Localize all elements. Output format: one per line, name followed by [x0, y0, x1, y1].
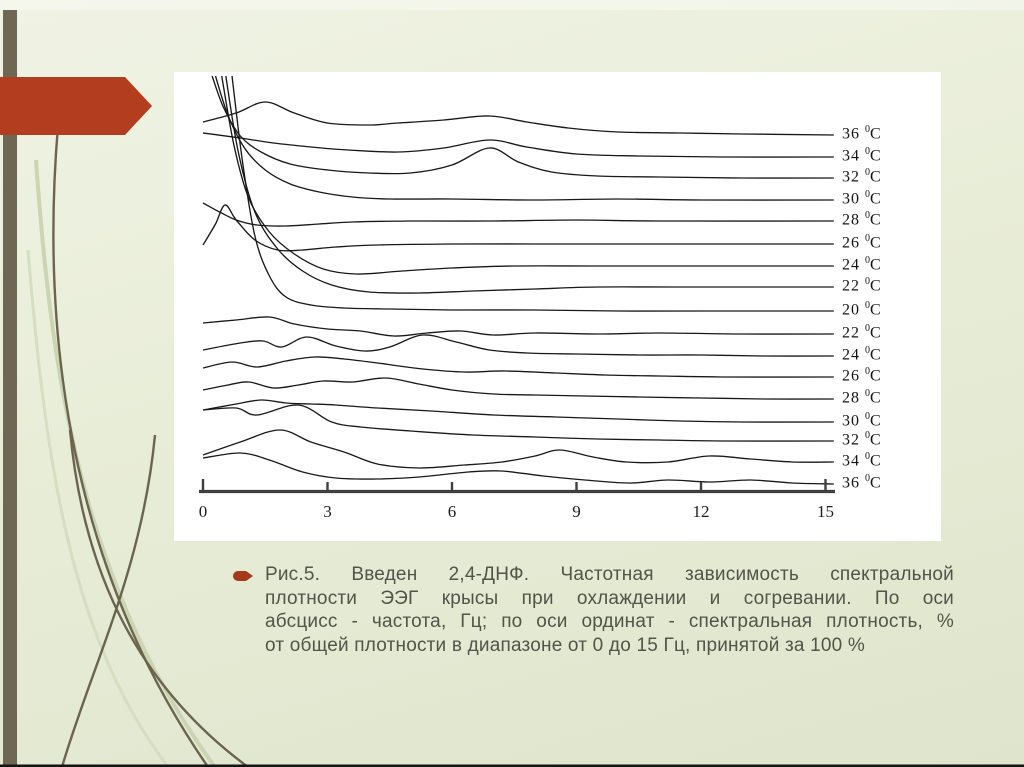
caption-line: от общей плотности в диапазоне от 0 до 1… [265, 634, 866, 656]
red-arrow-decor [0, 77, 152, 135]
trace-label-36C: 36 0C [842, 124, 882, 143]
caption-line: плотности ЭЭГ крысы при охлаждении и сог… [265, 587, 954, 609]
eeg-trace-36C [202, 452, 834, 485]
eeg-trace-28C [202, 377, 834, 400]
eeg-trace-30C [214, 75, 834, 201]
x-axis-tick-label: 9 [572, 502, 581, 521]
eeg-trace-24C [221, 75, 834, 275]
bullet-arrow-shape [233, 571, 253, 581]
left-accent-bar [3, 10, 17, 767]
bullet-icon [233, 571, 253, 581]
x-axis-tick-label: 0 [199, 502, 208, 521]
trace-label-22C: 22 0C [842, 276, 882, 295]
trace-label-28C: 28 0C [842, 210, 882, 229]
trace-label-34C: 34 0C [842, 146, 882, 165]
eeg-trace-30C [202, 399, 834, 423]
x-axis-tick-label: 12 [693, 502, 710, 521]
decor-swoosh-light-2 [26, 249, 170, 767]
trace-label-30C: 30 0C [842, 411, 882, 430]
decor-swoosh-dark-3 [60, 434, 157, 767]
trace-label-22C: 22 0C [842, 323, 882, 342]
caption-text: Рис.5. Введен 2,4-ДНФ. Частотная зависим… [265, 563, 954, 657]
eeg-trace-26C [202, 356, 834, 378]
caption-line: абсцисс - частота, Гц; по оси ординат - … [265, 611, 954, 632]
trace-label-32C: 32 0C [842, 167, 882, 186]
decor-swoosh-dark-2 [68, 429, 249, 767]
eeg-trace-32C [202, 404, 834, 442]
figure-caption: Рис.5. Введен 2,4-ДНФ. Частотная зависим… [232, 563, 954, 657]
top-sheen [0, 0, 1024, 10]
eeg-trace-26C [202, 204, 834, 252]
eeg-trace-32C [211, 75, 834, 179]
eeg-trace-24C [202, 334, 834, 357]
eeg-trace-22C [225, 75, 834, 294]
eeg-trace-28C [202, 202, 834, 227]
eeg-trace-22C [202, 316, 834, 337]
eeg-trace-34C [202, 132, 834, 158]
eeg-trace-20C [231, 75, 834, 312]
trace-label-34C: 34 0C [842, 451, 882, 470]
caption-line: Рис.5. Введен 2,4-ДНФ. Частотная зависим… [265, 564, 954, 585]
trace-label-36C: 36 0C [842, 473, 882, 492]
eeg-spectra-chart: 0 3 6 9 12 15 [199, 75, 835, 521]
trace-label-24C: 24 0C [842, 255, 882, 274]
x-axis-tick-label: 3 [323, 502, 332, 521]
trace-label-26C: 26 0C [842, 366, 882, 385]
trace-label-30C: 30 0C [842, 189, 882, 208]
slide-bottom-border [0, 764, 1024, 767]
trace-label-26C: 26 0C [842, 233, 882, 252]
x-axis-tick-label: 15 [817, 502, 834, 521]
trace-label-20C: 20 0C [842, 300, 882, 319]
eeg-trace-36C [202, 101, 834, 136]
chart-panel: 0 3 6 9 12 15 36 0C 34 0C 32 0C 30 0C 28 0C 26 0C 2… [174, 72, 941, 541]
trace-label-24C: 24 0C [842, 345, 882, 364]
x-axis-tick-label: 6 [448, 502, 457, 521]
trace-label-28C: 28 0C [842, 388, 882, 407]
decor-swoosh-dark-1 [52, 125, 209, 767]
eeg-trace-34C [202, 429, 834, 469]
trace-label-32C: 32 0C [842, 430, 882, 449]
